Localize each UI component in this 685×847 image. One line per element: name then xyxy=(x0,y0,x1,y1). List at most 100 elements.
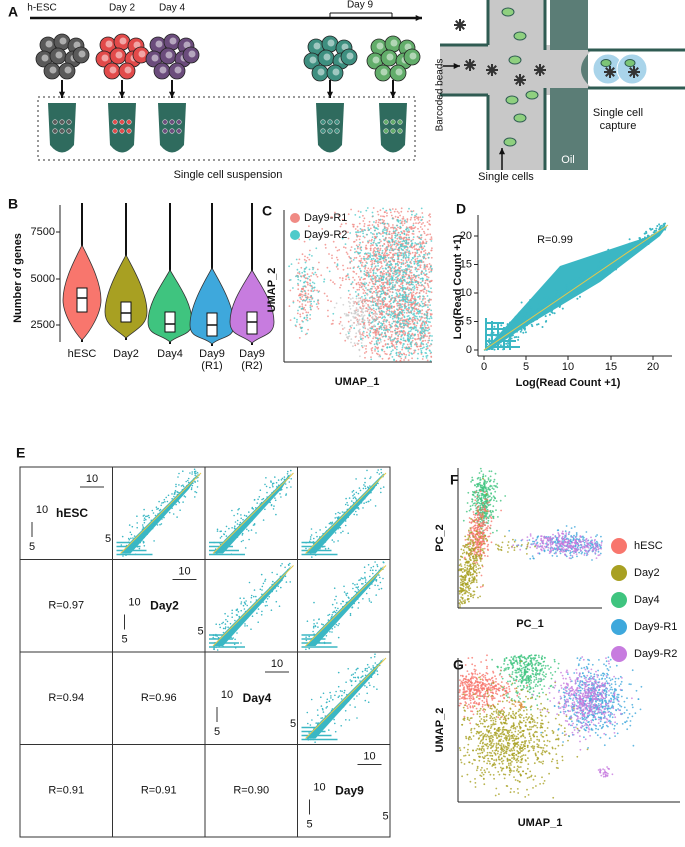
cell-dot xyxy=(421,216,424,219)
cell-dot xyxy=(420,281,422,284)
cell-dot xyxy=(571,287,574,290)
cell-dot xyxy=(302,320,304,323)
cell-dot xyxy=(416,357,419,360)
tube xyxy=(108,103,136,153)
cell-dot xyxy=(401,276,404,278)
cell-dot xyxy=(363,285,366,288)
cell-dot xyxy=(231,612,233,615)
cell-dot xyxy=(386,287,389,289)
cell-dot xyxy=(551,311,554,314)
cell-dot xyxy=(221,622,223,625)
cell-dot xyxy=(381,301,384,304)
cell-dot xyxy=(390,267,393,270)
cell-dot xyxy=(399,303,402,305)
cell-dot xyxy=(344,243,347,246)
cell-dot xyxy=(420,219,423,222)
cell xyxy=(525,90,539,100)
cell-dot xyxy=(406,249,409,251)
cell-dot xyxy=(429,216,432,218)
cell-dot xyxy=(391,288,394,291)
cell-dot xyxy=(381,230,384,233)
cell-dot xyxy=(159,516,161,519)
cell-dot xyxy=(377,300,380,303)
cell-dot xyxy=(246,625,248,627)
cell-dot xyxy=(288,481,291,483)
cell-dot xyxy=(371,236,374,239)
cell-dot xyxy=(520,329,523,331)
cell-dot xyxy=(353,316,356,319)
cell-dot xyxy=(230,541,232,543)
y-axis-label: Log(Read Count +1) xyxy=(452,234,464,339)
cell-dot xyxy=(330,697,332,699)
cell-dot xyxy=(414,218,416,221)
cell-dot xyxy=(338,709,340,711)
cell-dot xyxy=(335,609,338,612)
cell-dot xyxy=(364,299,367,301)
cell-dot xyxy=(400,265,402,268)
cell-dot xyxy=(382,299,384,302)
cell-dot xyxy=(369,269,371,271)
cell-dot xyxy=(349,308,352,310)
nucleus xyxy=(346,52,354,60)
cell-dot xyxy=(426,317,429,320)
cell-dot xyxy=(413,248,416,251)
cell-dot xyxy=(401,281,404,284)
cell-dot xyxy=(382,561,385,564)
tick-label: 5 xyxy=(121,633,127,645)
bead-ray xyxy=(515,75,525,85)
cell-dot xyxy=(353,493,356,496)
cell-dot xyxy=(411,246,414,249)
cell-dot xyxy=(393,241,396,244)
cell-dot xyxy=(583,288,586,291)
nucleus xyxy=(64,66,72,74)
cell-dot xyxy=(386,305,388,308)
cell-dot xyxy=(353,257,356,259)
cell-dot xyxy=(382,207,384,210)
cell-dot xyxy=(375,272,377,275)
cell-dot xyxy=(412,210,415,212)
cell-dot xyxy=(364,571,366,574)
nucleus xyxy=(332,68,340,76)
cell-dot xyxy=(632,245,635,248)
cell-dot xyxy=(355,239,358,241)
cell-dot xyxy=(366,293,369,296)
cell-dot xyxy=(352,494,354,497)
cell-dot xyxy=(271,583,274,586)
nucleus xyxy=(138,50,146,58)
cell-dot xyxy=(298,238,301,241)
cell-dot xyxy=(387,282,389,284)
cell-dot xyxy=(334,513,337,515)
cell-dot xyxy=(237,611,240,613)
cell-dot xyxy=(561,307,564,310)
cell-dot xyxy=(305,547,307,550)
cell-dot xyxy=(381,218,384,221)
cell-dot xyxy=(372,301,375,304)
cell-dot xyxy=(363,484,365,486)
cell-dot xyxy=(395,354,398,356)
cell-dot xyxy=(381,249,384,252)
cell-dot xyxy=(561,291,563,294)
cell-dot xyxy=(548,313,551,316)
cell-dot xyxy=(396,279,399,281)
cell-dot xyxy=(380,491,382,494)
cell-dot xyxy=(229,622,232,625)
cell-dot xyxy=(429,265,432,268)
cell-dot xyxy=(401,254,403,257)
cell-dot xyxy=(309,538,312,540)
cell-dot xyxy=(406,227,409,230)
cell-dot xyxy=(347,532,350,534)
cell-dot xyxy=(373,656,376,658)
cell-dot xyxy=(364,264,367,267)
cell-dot xyxy=(359,255,361,257)
cell-dot xyxy=(156,519,158,522)
cell-dot xyxy=(407,293,410,296)
tube-cell xyxy=(390,119,396,125)
cell-dot xyxy=(399,245,402,247)
nucleus xyxy=(115,51,123,59)
cell-dot xyxy=(399,219,402,222)
cell-dot xyxy=(416,322,419,325)
cell-dot xyxy=(651,228,654,230)
cell-dot xyxy=(390,311,393,314)
cell-dot xyxy=(342,303,345,306)
stage-label: Day 2 xyxy=(109,3,136,14)
